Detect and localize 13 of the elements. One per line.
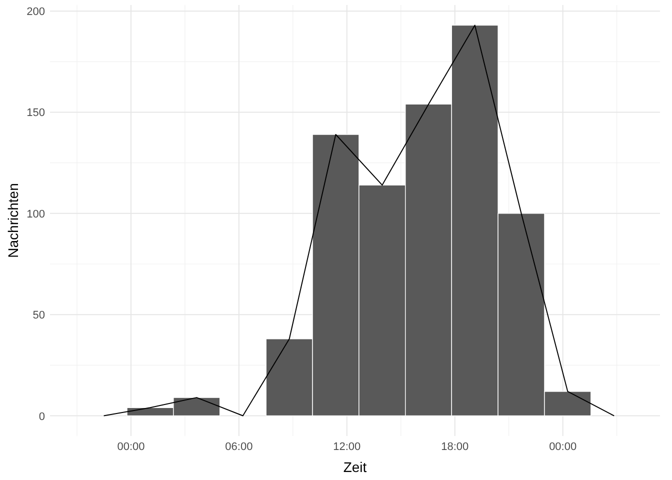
y-tick-label: 0 <box>38 410 45 423</box>
x-tick-label: 00:00 <box>117 441 145 453</box>
y-tick-label: 200 <box>26 6 45 18</box>
y-tick-label: 150 <box>26 107 45 120</box>
y-tick-label: 100 <box>26 208 45 220</box>
y-tick-label: 50 <box>32 310 45 322</box>
line-series <box>103 24 615 416</box>
x-axis-title: Zeit <box>343 459 367 475</box>
x-tick-label: 00:00 <box>549 441 577 453</box>
x-tick-label: 06:00 <box>225 441 253 453</box>
x-tick-label: 12:00 <box>333 441 361 453</box>
x-tick-label: 18:00 <box>441 441 469 453</box>
y-axis-title: Nachrichten <box>5 183 21 258</box>
